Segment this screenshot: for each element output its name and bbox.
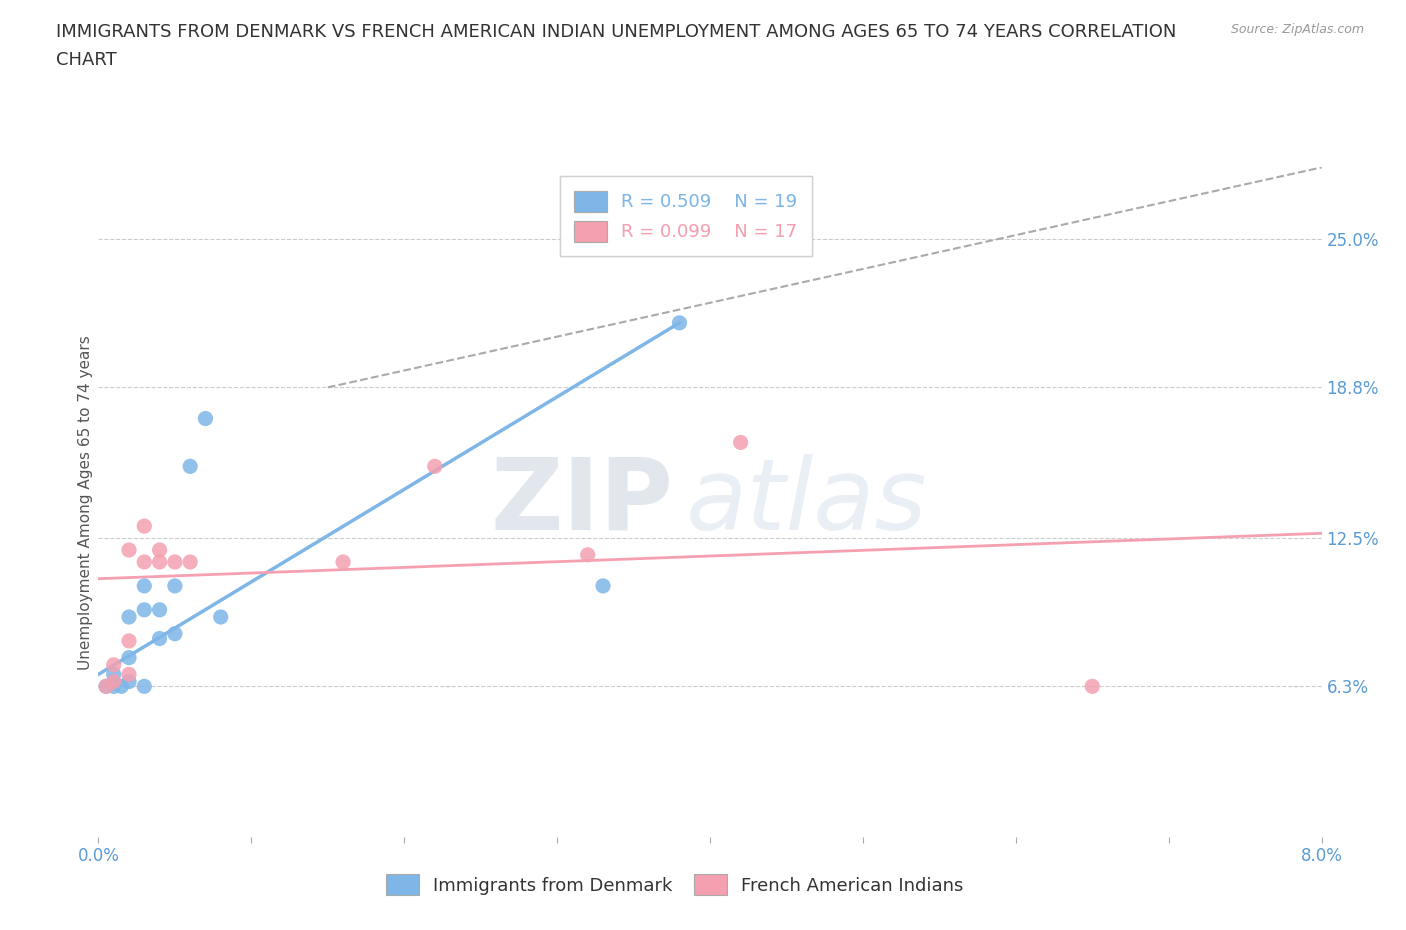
Text: CHART: CHART — [56, 51, 117, 69]
Text: IMMIGRANTS FROM DENMARK VS FRENCH AMERICAN INDIAN UNEMPLOYMENT AMONG AGES 65 TO : IMMIGRANTS FROM DENMARK VS FRENCH AMERIC… — [56, 23, 1177, 41]
Point — [332, 554, 354, 569]
Point — [134, 554, 156, 569]
Point — [118, 633, 141, 648]
Point — [423, 458, 446, 473]
Y-axis label: Unemployment Among Ages 65 to 74 years: Unemployment Among Ages 65 to 74 years — [77, 335, 93, 670]
Point — [149, 542, 172, 557]
Point — [134, 578, 156, 593]
Point — [163, 578, 186, 593]
Point — [209, 609, 232, 624]
Point — [576, 548, 599, 563]
Point — [134, 679, 156, 694]
Point — [134, 603, 156, 618]
Text: Source: ZipAtlas.com: Source: ZipAtlas.com — [1230, 23, 1364, 36]
Point — [103, 658, 125, 672]
Point — [118, 609, 141, 624]
Point — [730, 435, 752, 450]
Point — [668, 315, 690, 330]
Text: ZIP: ZIP — [491, 454, 673, 551]
Text: atlas: atlas — [686, 454, 927, 551]
Point — [1081, 679, 1104, 694]
Point — [118, 674, 141, 689]
Point — [118, 667, 141, 682]
Point — [110, 679, 132, 694]
Point — [103, 667, 125, 682]
Point — [94, 679, 117, 694]
Point — [163, 554, 186, 569]
Point — [103, 679, 125, 694]
Point — [179, 458, 201, 473]
Point — [149, 631, 172, 646]
Point — [194, 411, 217, 426]
Point — [179, 554, 201, 569]
Legend: R = 0.509    N = 19, R = 0.099    N = 17: R = 0.509 N = 19, R = 0.099 N = 17 — [560, 177, 811, 256]
Point — [118, 542, 141, 557]
Point — [103, 674, 125, 689]
Point — [118, 650, 141, 665]
Point — [163, 626, 186, 641]
Point — [149, 603, 172, 618]
Point — [94, 679, 117, 694]
Legend: Immigrants from Denmark, French American Indians: Immigrants from Denmark, French American… — [380, 867, 970, 902]
Point — [134, 519, 156, 534]
Point — [149, 554, 172, 569]
Point — [592, 578, 614, 593]
